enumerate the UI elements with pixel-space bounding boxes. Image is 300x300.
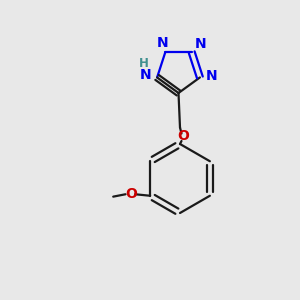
Text: N: N bbox=[206, 69, 217, 83]
Text: H: H bbox=[139, 58, 148, 70]
Text: O: O bbox=[125, 187, 137, 201]
Text: N: N bbox=[157, 36, 168, 50]
Text: O: O bbox=[177, 130, 189, 143]
Text: N: N bbox=[195, 37, 206, 51]
Text: N: N bbox=[140, 68, 152, 82]
